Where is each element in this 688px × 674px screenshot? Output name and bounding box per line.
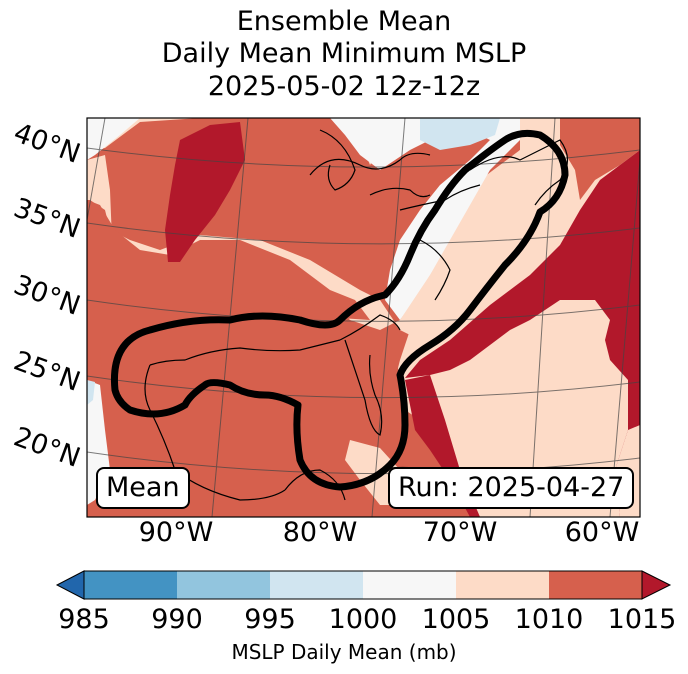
colorbar-tick-990: 990: [151, 604, 203, 635]
lon-label-80w: 80°W: [283, 517, 358, 548]
lat-label-30: 30°N: [10, 269, 85, 321]
colorbar-tick-1000: 1000: [328, 604, 398, 635]
field-1005-1010-band: [87, 150, 580, 345]
colorbar-tick-995: 995: [244, 604, 296, 635]
colorbar-segment-985-990: [84, 571, 177, 599]
colorbar-segment-1010-1015: [549, 571, 642, 599]
field-1010-1015-atlantic: [560, 118, 640, 200]
lat-label-25: 25°N: [10, 345, 85, 397]
colorbar-segment-995-1000: [270, 571, 363, 599]
title-line-3: 2025-05-02 12z-12z: [207, 71, 481, 102]
colorbar-tick-985: 985: [58, 604, 110, 635]
lat-label-35: 35°N: [10, 192, 85, 244]
lat-label-20: 20°N: [10, 421, 85, 473]
colorbar-extend-high: [641, 570, 672, 600]
run-label-box: Run: 2025-04-27: [388, 467, 635, 509]
colorbar-segment-990-995: [177, 571, 270, 599]
colorbar-tick-1005: 1005: [421, 604, 491, 635]
colorbar-segment-1000-1005: [363, 571, 456, 599]
field-above-1015-plains: [165, 122, 245, 262]
field-1010-1015-plains: [87, 200, 370, 320]
field-995-1000-sw: [87, 380, 95, 405]
map-border: [86, 117, 641, 518]
colorbar-border: [83, 570, 643, 600]
title-line-1: Ensemble Mean: [236, 6, 452, 37]
colorbar-tick-1015: 1015: [607, 604, 677, 635]
lon-label-90w: 90°W: [139, 517, 214, 548]
colorbar-extend-low: [55, 570, 85, 600]
title-line-2: Daily Mean Minimum MSLP: [161, 38, 527, 69]
lat-label-40: 40°N: [10, 117, 85, 169]
lon-label-60w: 60°W: [565, 517, 640, 548]
mean-label-box: Mean: [96, 467, 190, 509]
colorbar: [55, 570, 672, 600]
colorbar-tick-1010: 1010: [514, 604, 584, 635]
field-995-1000-canada: [420, 118, 500, 150]
mean-contour: [110, 129, 569, 491]
colorbar-segment-1005-1010: [456, 571, 549, 599]
field-above-1015-atlantic: [405, 150, 640, 517]
colorbar-label: MSLP Daily Mean (mb): [231, 640, 457, 664]
lon-label-70w: 70°W: [423, 517, 498, 548]
map-panel: [87, 118, 640, 517]
